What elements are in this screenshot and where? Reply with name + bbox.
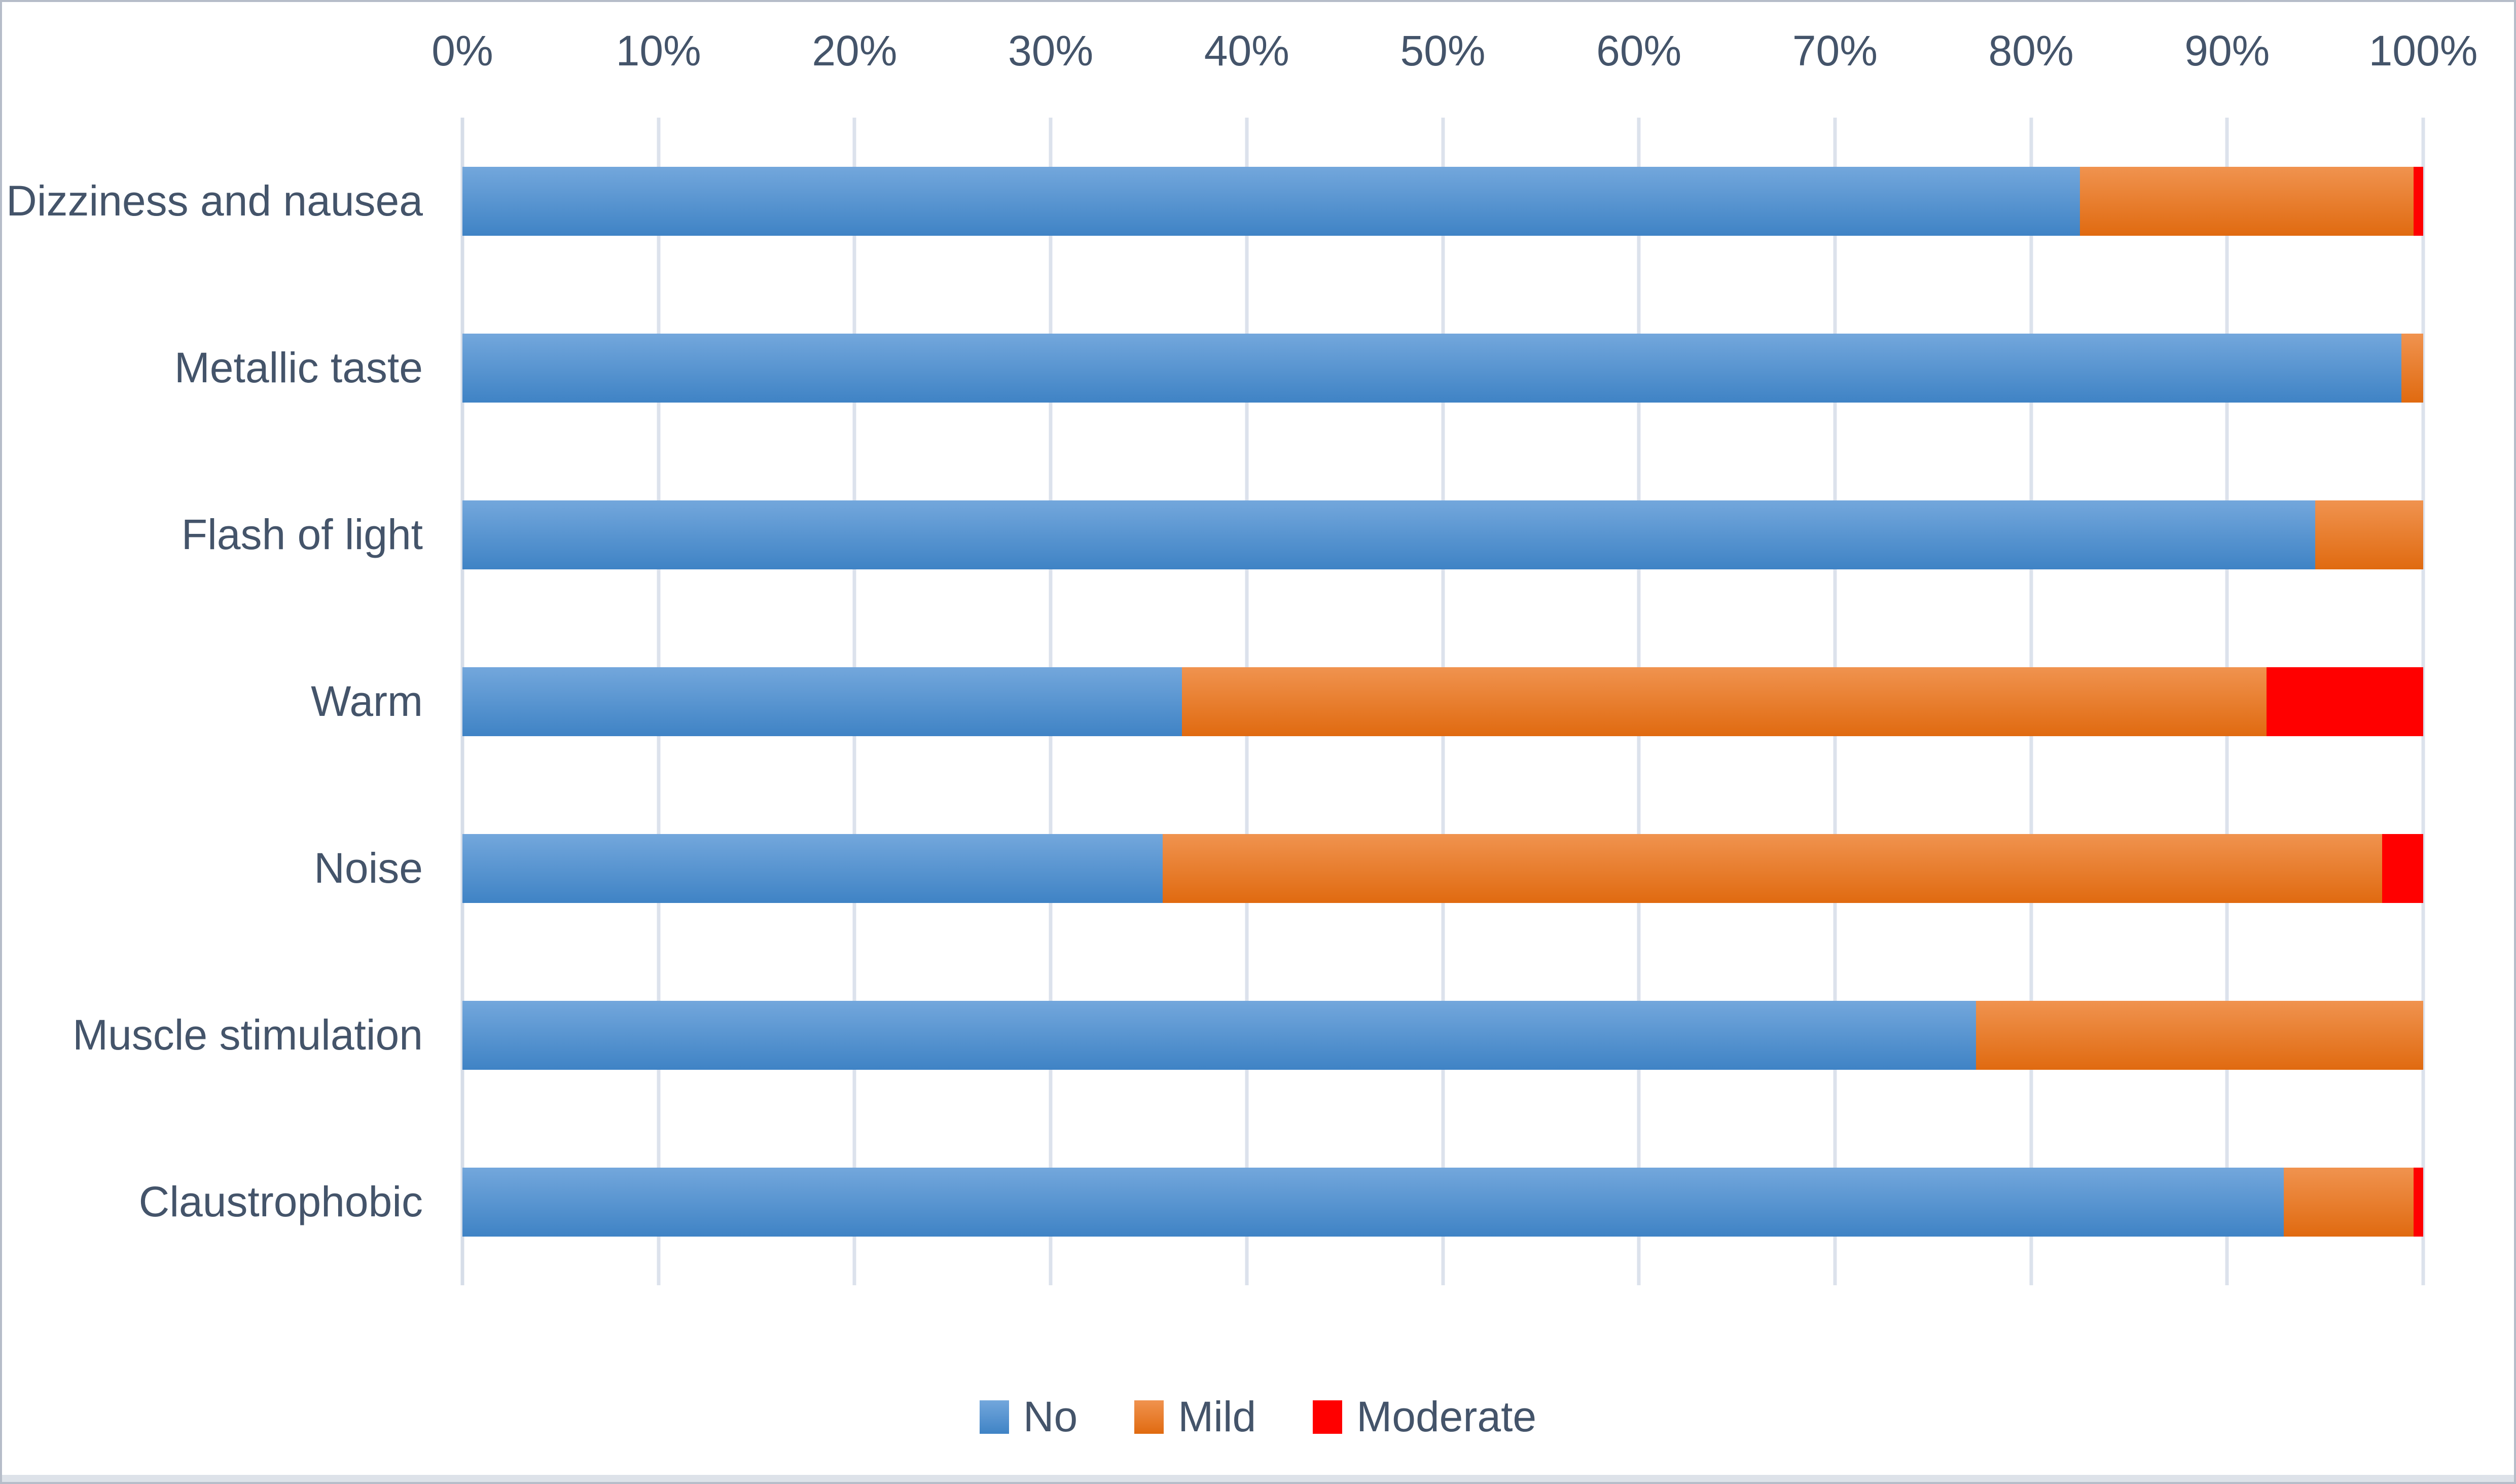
x-axis-tick-label: 80% <box>1988 27 2074 75</box>
category-label: Warm <box>311 677 423 725</box>
legend-item-no: No <box>979 1392 1078 1441</box>
stacked-bar-row <box>462 500 2423 569</box>
stacked-bar-row <box>462 333 2423 403</box>
stacked-bar-row <box>462 1167 2423 1237</box>
bar-segment-mild <box>1162 834 2382 903</box>
legend-swatch-icon <box>1134 1400 1164 1434</box>
bar-segment-no <box>462 667 1182 736</box>
bar-segment-moderate <box>2382 834 2423 903</box>
stacked-bar-row <box>462 166 2423 236</box>
x-axis-tick-label: 70% <box>1792 27 1878 75</box>
bar-segment-no <box>462 500 2316 569</box>
legend-item-moderate: Moderate <box>1313 1392 1536 1441</box>
x-axis-tick-label: 40% <box>1204 27 1289 75</box>
bar-segment-no <box>462 1000 1976 1070</box>
category-label: Flash of light <box>181 511 423 558</box>
bar-segment-mild <box>2315 500 2423 569</box>
x-axis-top: 0% 10% 20% 30% 40% 50% 60% 70% 80% 90% 100% <box>2 2 2514 118</box>
x-axis-tick-label: 20% <box>812 27 897 75</box>
category-label: Noise <box>314 844 423 892</box>
legend-label: No <box>1023 1393 1078 1440</box>
bar-segment-moderate <box>2413 1167 2423 1237</box>
bar-segment-moderate <box>2413 166 2423 236</box>
bar-segment-no <box>462 166 2080 236</box>
x-axis-tick-label: 30% <box>1008 27 1094 75</box>
bar-segment-no <box>462 834 1163 903</box>
bar-segment-no <box>462 333 2402 403</box>
bar-segment-mild <box>2401 333 2423 403</box>
legend-label: Moderate <box>1356 1393 1537 1440</box>
bar-segment-mild <box>2284 1167 2414 1237</box>
legend-swatch-icon <box>1313 1400 1343 1434</box>
stacked-bar-row <box>462 1000 2423 1070</box>
category-label: Muscle stimulation <box>73 1011 423 1059</box>
x-axis-tick-label: 60% <box>1596 27 1682 75</box>
bar-segment-no <box>462 1167 2284 1237</box>
gridline <box>2421 118 2425 1285</box>
stacked-bar-row <box>462 834 2423 903</box>
plot-area <box>460 118 2425 1285</box>
x-axis-tick-label: 10% <box>616 27 701 75</box>
x-axis-tick-label: 50% <box>1400 27 1486 75</box>
bar-segment-moderate <box>2266 667 2423 736</box>
category-label: Claustrophobic <box>138 1178 423 1225</box>
category-label: Metallic taste <box>174 344 423 391</box>
legend: No Mild Moderate <box>2 1392 2514 1441</box>
bar-segment-mild <box>1976 1000 2423 1070</box>
bottom-strip <box>2 1475 2514 1482</box>
category-label: Dizziness and nausea <box>6 177 423 225</box>
x-axis-tick-label: 0% <box>432 27 493 75</box>
bar-segment-mild <box>2080 166 2414 236</box>
legend-swatch-icon <box>979 1400 1009 1434</box>
bar-segment-mild <box>1182 667 2267 736</box>
legend-label: Mild <box>1178 1393 1256 1440</box>
stacked-bar-row <box>462 667 2423 736</box>
legend-item-mild: Mild <box>1134 1392 1256 1441</box>
x-axis-tick-label: 100% <box>2368 27 2478 75</box>
x-axis-tick-label: 90% <box>2184 27 2270 75</box>
